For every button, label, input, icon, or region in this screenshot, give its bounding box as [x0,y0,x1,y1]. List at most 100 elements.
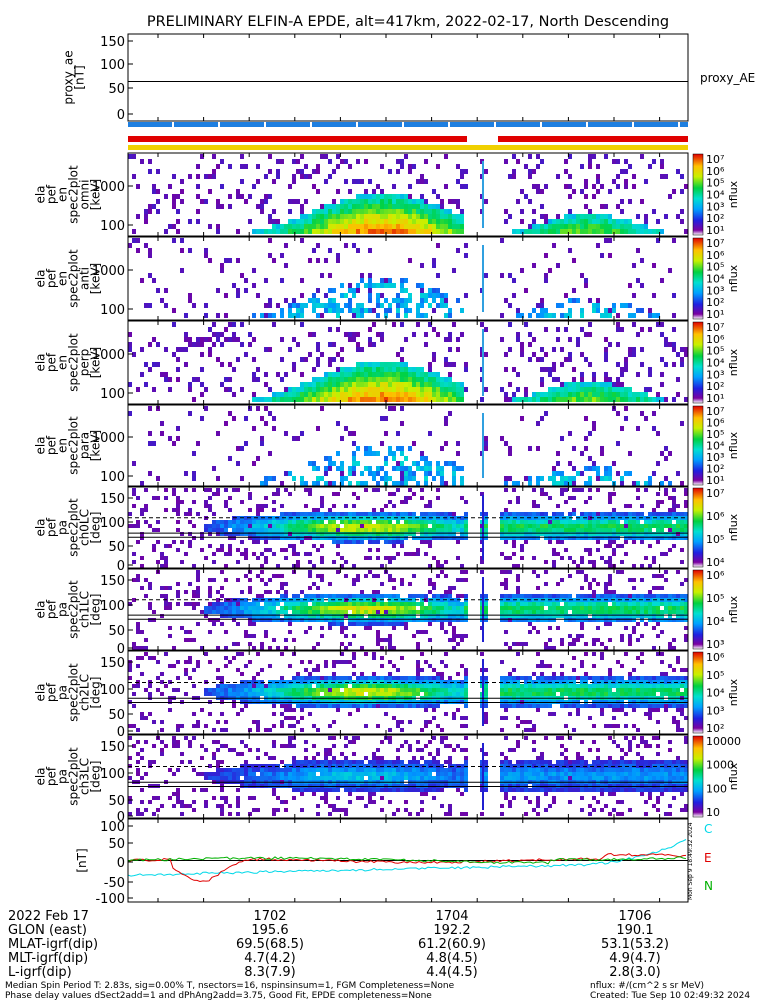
footer-units: nflux: #/(cm^2 s sr MeV) [590,981,704,991]
ephem-l-3: 2.8(3.0) [609,965,661,980]
colorbar [692,651,704,734]
panel-frame [127,320,689,405]
y-axis-label: spec2plot [67,165,81,224]
epd-red-bar-1 [128,136,467,142]
y-axis-label: [deg] [89,512,103,544]
colorbar-tick: 10⁴ [706,189,725,202]
colorbar-tick: 10⁷ [706,237,724,250]
y-axis-label: pa [56,520,70,535]
footer-created: Created: Tue Sep 10 02:49:32 2024 [590,991,750,1000]
y-axis-label: spec2plot [67,249,81,308]
fgm-bar-segment [588,122,632,127]
y-axis-label: omni [78,180,92,210]
y-axis-label: proxy_ae [62,50,76,104]
epd-red-bar-2 [498,136,688,142]
y-axis-label: [keV] [89,263,103,294]
colorbar-label: nflux [727,431,740,459]
colorbar-tick: 10⁶ [706,333,725,346]
y-axis-label: en [56,355,70,370]
colorbar-tick: 10⁶ [706,510,725,523]
y-axis-label: perp [78,349,92,377]
colorbar [692,153,704,236]
panel-8: 10000 1000 100 10 nflux 150 100 500 elapefpaspec… [34,734,741,825]
y-axis-label: ela [34,436,48,454]
y-tick-label: 1000 [92,431,125,446]
timestamp-stamp: Mon Sep 9 18:49:32 2024 [687,822,694,900]
y-tick-label: 100 [100,58,125,73]
y-tick-label: 100 [100,683,125,698]
fgm-bar [128,122,688,127]
colorbar-label: nflux [727,513,740,541]
y-axis-label: ela [34,600,48,618]
y-axis-label: [keV] [89,179,103,210]
panel-6: 10⁶ 10⁵ 10⁴ 10³ nflux 150 100 50 0 elapefpaspec2p… [34,568,740,657]
y-axis-label: pa [56,685,70,700]
y-tick-label: 100 [100,219,125,234]
ephem-label-l: L-igrf(dip) [8,965,72,980]
y-tick-label: 100 [100,470,125,485]
colorbar-tick: 10³ [706,368,724,381]
colorbar-tick: 10² [706,722,724,735]
fgm-bar-segment [174,122,218,127]
y-tick-label: 150 [100,574,125,589]
y-axis-label: spec2plot [67,333,81,392]
y-tick-label: 100 [100,516,125,531]
status-bars [128,122,688,150]
y-tick-label: 50 [108,837,125,852]
colorbar-tick: 10⁶ [706,651,725,664]
y-tick-label: 100 [100,303,125,318]
colorbar-tick: 10⁶ [706,417,725,430]
y-tick-label: 0 [117,856,125,871]
ephem-mlt-2: 4.8(4.5) [426,951,478,966]
fgm-bar-segment [496,122,540,127]
colorbar-label: nflux [727,180,740,208]
y-tick-label: 100 [100,387,125,402]
ephem-mlat-1: 69.5(68.5) [236,937,304,952]
panel-frame [127,152,689,237]
y-axis-label: anti [78,267,92,290]
y-tick-label: 0 [117,642,125,657]
y-axis-label: pef [45,435,59,455]
y-tick-label: 50 [108,624,125,639]
y-tick-label: 0 [117,559,125,574]
y-tick-label: 150 [100,656,125,671]
y-axis-label: en [56,438,70,453]
panel-0: proxy_AE 150 100 50 0 proxy_ae[nT] [62,33,755,123]
colorbar-tick: 10⁷ [706,487,724,500]
y-tick-label: 1000 [92,180,125,195]
panel-7: 10⁶ 10⁵ 10⁴ 10³ 10² nflux 150 100 50 0 elapefpaspe… [34,650,740,740]
colorbar-tick: 10⁷ [706,321,724,334]
colorbar-tick: 10 [706,806,720,819]
y-tick-label: 1000 [92,264,125,279]
colorbar-tick: 10000 [706,735,741,748]
y-axis-label: [nT] [73,65,87,89]
colorbar-tick: 10⁵ [706,261,724,274]
y-axis-label: pa [56,602,70,617]
colorbar-tick: 10³ [706,200,724,213]
colorbar-tick: 10⁶ [706,249,725,262]
yellow-bar [128,145,688,150]
colorbar-tick: 10⁵ [706,177,724,190]
y-tick-label: 50 [108,708,125,723]
y-tick-label: 50 [108,82,125,97]
ephem-mlt-1: 4.7(4.2) [244,951,296,966]
colorbar-tick: 10⁴ [706,687,725,700]
colorbar-tick: 10⁷ [706,405,724,418]
legend-c: C [704,822,712,836]
colorbar-tick: 10² [706,463,724,476]
ephem-mlt-3: 4.9(4.7) [609,951,661,966]
y-axis-label: [deg] [89,677,103,709]
y-axis-label: en [56,271,70,286]
y-axis-label: ch2LC [78,674,92,711]
colorbar [692,735,704,818]
fgm-bar-segment [404,122,448,127]
colorbar-tick: 10¹ [706,224,724,237]
colorbar-tick: 10⁴ [706,556,725,569]
ephem-glon-3: 190.1 [616,923,653,938]
colorbar-tick: 10⁴ [706,440,725,453]
y-axis-label: spec2plot [67,747,81,806]
y-axis-label: pef [45,352,59,372]
y-axis-label: ch1LC [78,591,92,628]
